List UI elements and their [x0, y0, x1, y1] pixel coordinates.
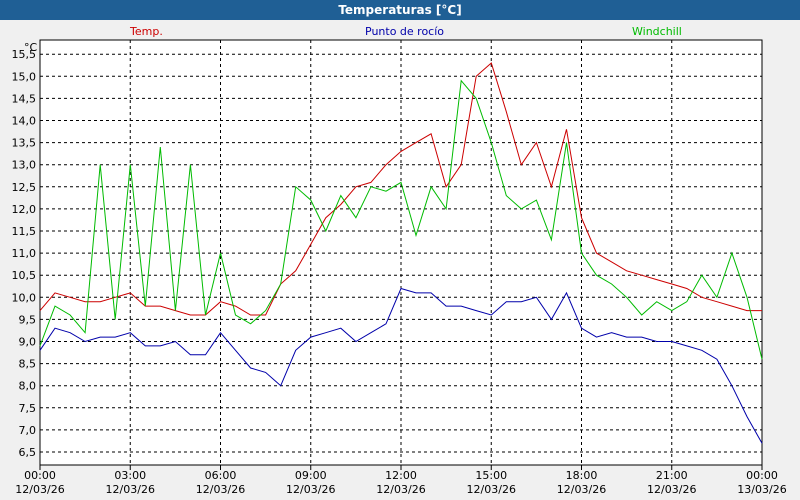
grid	[40, 40, 762, 465]
x-tick-time: 00:00	[24, 469, 56, 482]
x-tick-time: 06:00	[205, 469, 237, 482]
y-tick-label: 8,5	[19, 358, 37, 371]
x-tick-date: 12/03/26	[15, 483, 64, 496]
x-tick-date: 12/03/26	[376, 483, 425, 496]
y-tick-label: 11,5	[12, 225, 37, 238]
legend-windchill: Windchill	[632, 25, 682, 38]
temperature-chart: 6,5 7,0 7,5 8,0 8,5 9,0 9,5 10,0 10,5 11,0 11,5 12,…	[12, 25, 787, 496]
y-tick-label: 12,5	[12, 181, 37, 194]
y-tick-label: 13,0	[12, 159, 37, 172]
y-tick-label: 15,5	[12, 48, 37, 61]
dew-point-line	[39, 287, 763, 444]
y-tick-label: 10,5	[12, 269, 37, 282]
y-tick-label: 12,0	[12, 203, 37, 216]
x-tick-date: 12/03/26	[286, 483, 335, 496]
y-tick-label: 11,0	[12, 247, 37, 260]
legend-dew-point: Punto de rocío	[365, 25, 444, 38]
y-tick-label: 8,0	[19, 380, 37, 393]
temp-line	[39, 62, 762, 316]
series-group	[39, 62, 763, 444]
x-tick-time: 09:00	[295, 469, 327, 482]
x-axis: 00:0012/03/2603:0012/03/2606:0012/03/260…	[15, 465, 787, 496]
x-tick-date: 12/03/26	[467, 483, 516, 496]
x-tick-date: 12/03/26	[647, 483, 696, 496]
x-tick-time: 18:00	[566, 469, 598, 482]
y-axis: 6,5 7,0 7,5 8,0 8,5 9,0 9,5 10,0 10,5 11,0 11,5 12,…	[12, 48, 37, 459]
y-tick-label: 7,5	[19, 402, 37, 415]
legend-temp: Temp.	[129, 25, 163, 38]
x-tick-date: 13/03/26	[737, 483, 786, 496]
y-tick-label: 10,0	[12, 291, 37, 304]
x-tick-date: 12/03/26	[196, 483, 245, 496]
y-tick-label: 7,0	[19, 424, 37, 437]
x-tick-time: 12:00	[385, 469, 417, 482]
x-tick-time: 00:00	[746, 469, 778, 482]
y-axis-unit: °C	[24, 41, 38, 54]
x-tick-date: 12/03/26	[106, 483, 155, 496]
y-tick-label: 14,5	[12, 92, 37, 105]
y-tick-label: 6,5	[19, 446, 37, 459]
y-tick-label: 14,0	[12, 115, 37, 128]
x-tick-date: 12/03/26	[557, 483, 606, 496]
x-tick-time: 21:00	[656, 469, 688, 482]
x-tick-time: 03:00	[114, 469, 146, 482]
y-tick-label: 9,0	[19, 336, 37, 349]
y-tick-label: 15,0	[12, 70, 37, 83]
windchill-line	[39, 79, 763, 360]
y-tick-label: 13,5	[12, 137, 37, 150]
x-tick-time: 15:00	[475, 469, 507, 482]
chart-title: Temperaturas [°C]	[0, 0, 800, 20]
y-tick-label: 9,5	[19, 313, 37, 326]
